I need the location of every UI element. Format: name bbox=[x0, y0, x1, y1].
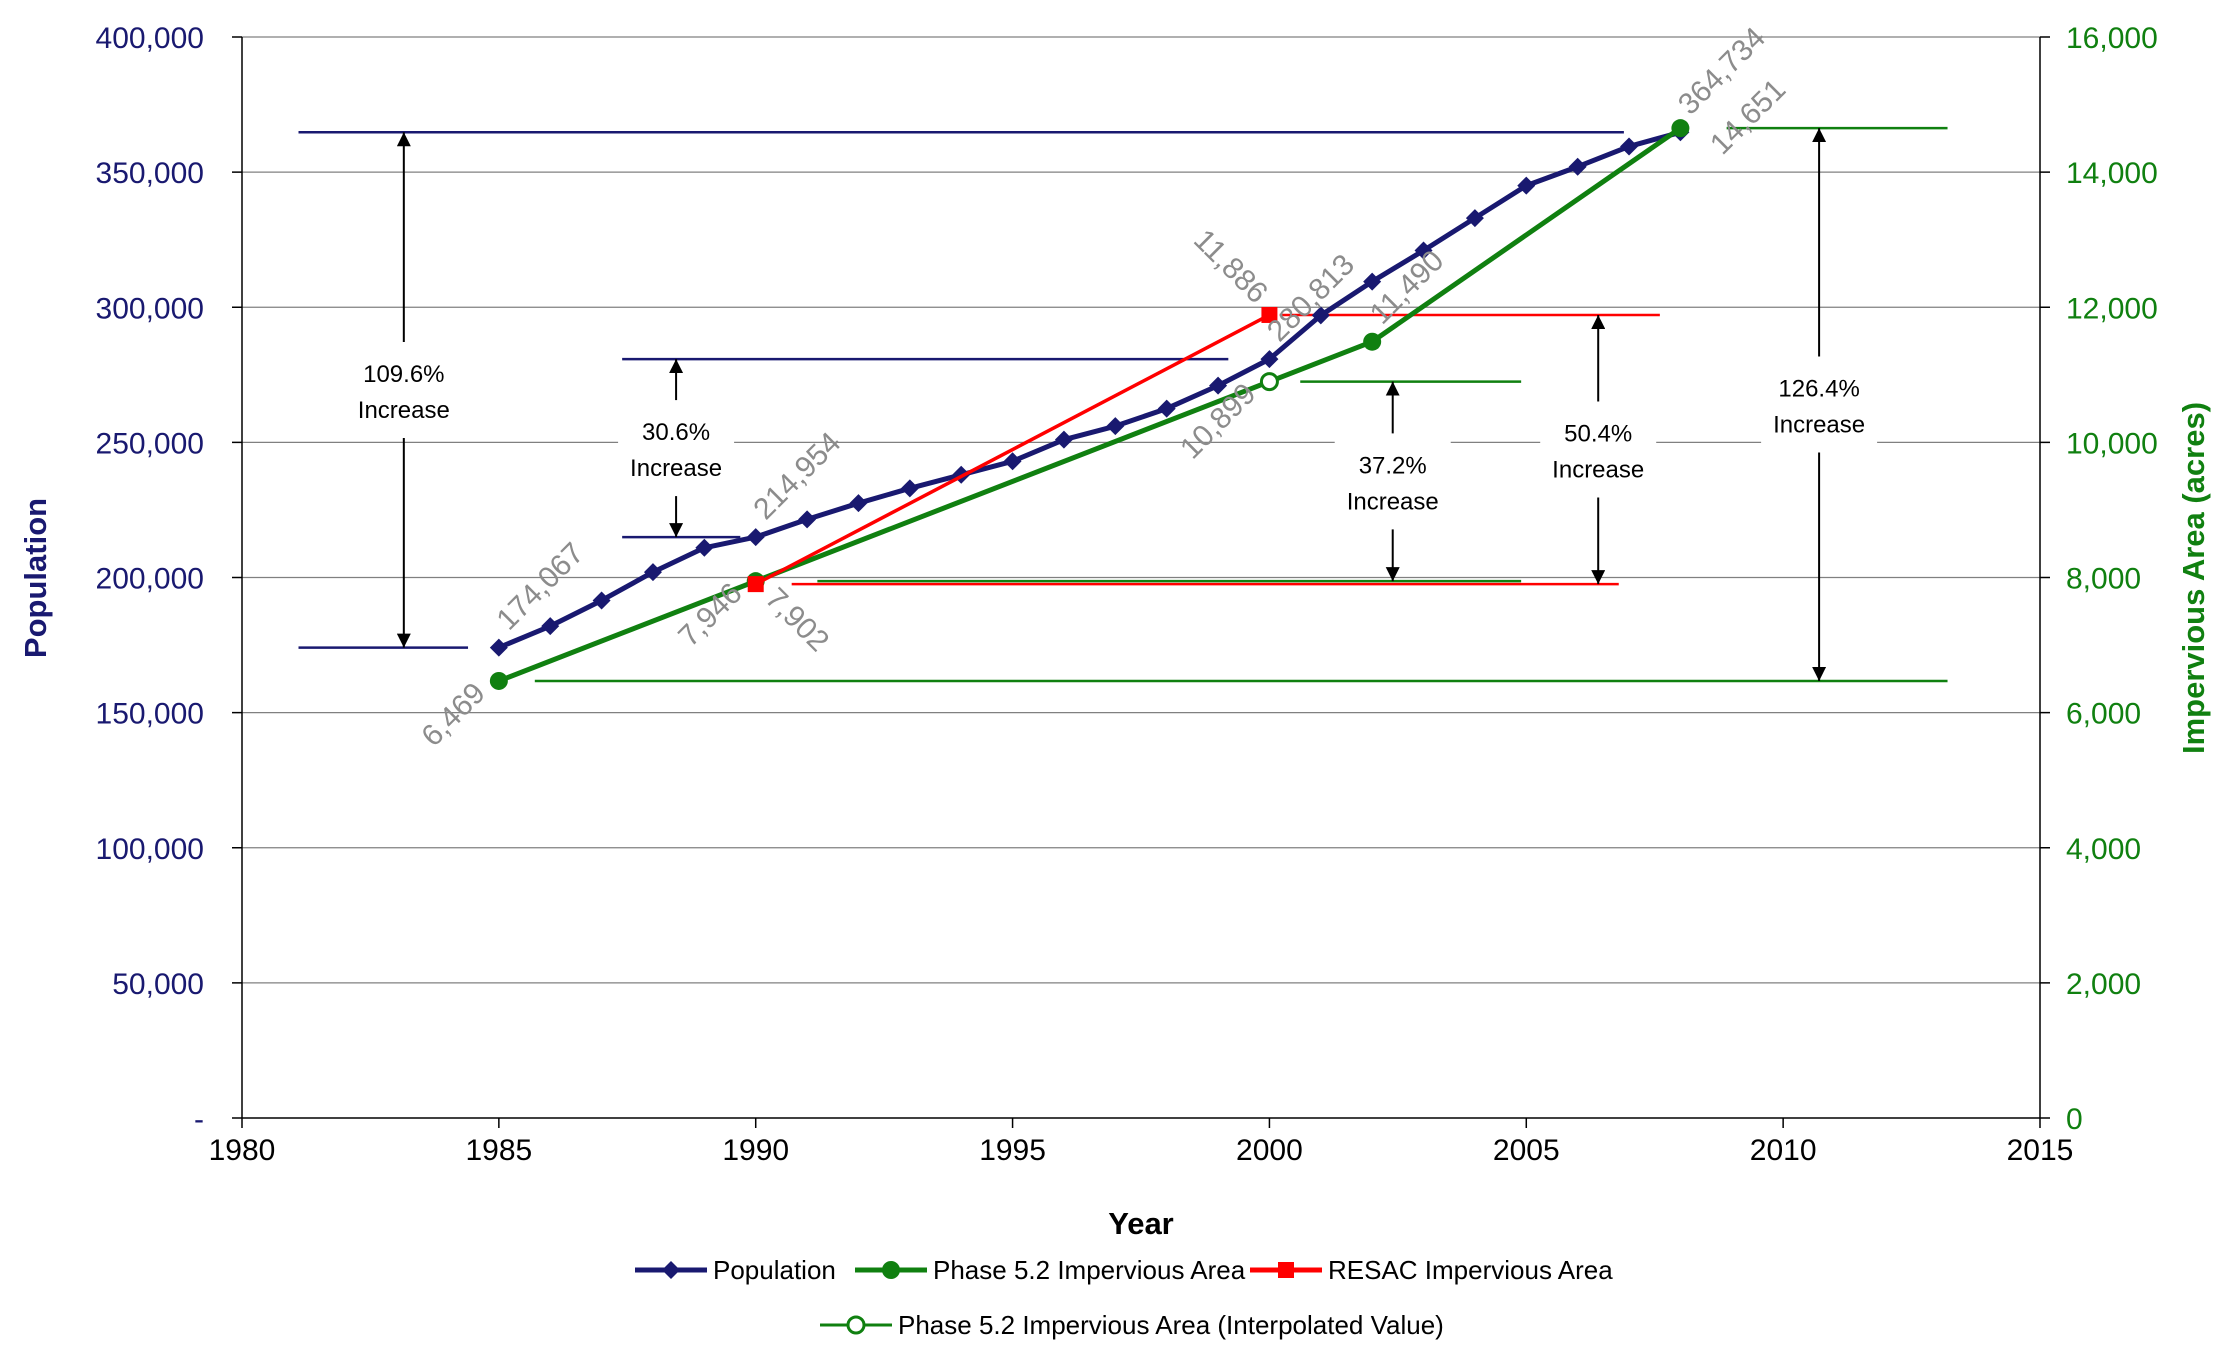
annotation-background bbox=[1334, 437, 1451, 524]
population-point bbox=[1003, 452, 1022, 471]
annotation-percent: 109.6% bbox=[363, 361, 444, 388]
left-tick-label: 400,000 bbox=[96, 22, 204, 55]
annotation-label: Increase bbox=[358, 397, 450, 424]
data-label: 174,067 bbox=[490, 537, 590, 637]
interpolated-point bbox=[1259, 372, 1279, 392]
data-label: 11,886 bbox=[1187, 223, 1274, 310]
annotation-percent: 50.4% bbox=[1564, 421, 1632, 448]
population-point bbox=[1568, 157, 1587, 176]
population-point bbox=[1620, 137, 1639, 156]
legend-marker-diamond bbox=[662, 1261, 680, 1279]
x-tick-label: 2005 bbox=[1493, 1134, 1560, 1167]
left-tick-label: 300,000 bbox=[96, 292, 204, 325]
x-axis-title: Year bbox=[1108, 1206, 1174, 1241]
phase-5-2-point bbox=[489, 671, 508, 690]
left-tick-label: - bbox=[194, 1103, 204, 1136]
x-tick-label: 1980 bbox=[209, 1134, 276, 1167]
population-point bbox=[1465, 209, 1484, 228]
population-point bbox=[1054, 430, 1073, 449]
series-line-phase-5-2-impervious-area bbox=[497, 126, 1682, 684]
population-point bbox=[1517, 176, 1536, 195]
legend: Population Phase 5.2 Impervious Area RESAC… bbox=[635, 1255, 1613, 1340]
x-tick-label: 2010 bbox=[1750, 1134, 1817, 1167]
right-tick-label: 10,000 bbox=[2066, 427, 2158, 460]
annotation-percent: 126.4% bbox=[1778, 376, 1859, 403]
right-tick-label: 8,000 bbox=[2066, 563, 2141, 596]
x-tick-label: 1985 bbox=[465, 1134, 532, 1167]
x-tick-label: 1990 bbox=[722, 1134, 789, 1167]
right-axis-title: Impervious Area (acres) bbox=[2176, 402, 2211, 754]
x-tick-label: 1995 bbox=[979, 1134, 1046, 1167]
increase-annotations: 109.6% Increase 30.6% Increase 37.2% Increase… bbox=[298, 126, 1948, 683]
annotation-background bbox=[345, 345, 462, 432]
annotation-background bbox=[618, 404, 735, 491]
population-point bbox=[695, 538, 714, 557]
left-tick-label: 100,000 bbox=[96, 833, 204, 866]
right-tick-label: 14,000 bbox=[2066, 157, 2158, 190]
x-tick-label: 2015 bbox=[2007, 1134, 2074, 1167]
left-axis-title: Population bbox=[18, 498, 53, 658]
annotation-label: Increase bbox=[1773, 412, 1865, 439]
axes: - 50,000 100,000 150,000 200,000 250,000 300,0… bbox=[96, 22, 2158, 1167]
axis-text: Year Population Impervious Area (acres) bbox=[18, 402, 2211, 1241]
left-tick-label: 350,000 bbox=[96, 157, 204, 190]
data-label: 7,902 bbox=[759, 582, 835, 658]
population-point bbox=[592, 591, 611, 610]
phase-5-2-point bbox=[1363, 332, 1382, 351]
legend-label: Phase 5.2 Impervious Area bbox=[933, 1255, 1246, 1285]
annotation-percent: 30.6% bbox=[642, 419, 710, 446]
right-tick-label: 0 bbox=[2066, 1103, 2083, 1136]
resac-point bbox=[747, 576, 764, 593]
legend-marker-open-circle bbox=[846, 1315, 866, 1335]
annotation-background bbox=[1540, 405, 1657, 492]
left-tick-label: 50,000 bbox=[112, 968, 204, 1001]
legend-marker-square bbox=[1278, 1262, 1294, 1278]
annotation-background bbox=[1761, 360, 1878, 447]
right-tick-label: 4,000 bbox=[2066, 833, 2141, 866]
legend-label: Population bbox=[713, 1255, 836, 1285]
population-point bbox=[900, 479, 919, 498]
legend-marker-circle bbox=[882, 1261, 900, 1279]
population-point bbox=[1311, 306, 1330, 325]
population-point bbox=[1209, 376, 1228, 395]
series-lines bbox=[489, 119, 1690, 690]
x-tick-label: 2000 bbox=[1236, 1134, 1303, 1167]
legend-label: Phase 5.2 Impervious Area (Interpolated … bbox=[898, 1310, 1444, 1340]
annotation-label: Increase bbox=[630, 455, 722, 482]
legend-label: RESAC Impervious Area bbox=[1328, 1255, 1613, 1285]
left-tick-label: 200,000 bbox=[96, 563, 204, 596]
population-point bbox=[541, 617, 560, 636]
population-point bbox=[798, 510, 817, 529]
population-point bbox=[1363, 272, 1382, 291]
population-point bbox=[1157, 399, 1176, 418]
phase-5-2-point bbox=[1671, 119, 1690, 138]
right-tick-label: 16,000 bbox=[2066, 22, 2158, 55]
series-line-resac-impervious-area bbox=[754, 313, 1271, 586]
series-line-population bbox=[497, 129, 1682, 650]
annotation-label: Increase bbox=[1347, 488, 1439, 515]
population-point bbox=[1106, 417, 1125, 436]
population-point bbox=[746, 528, 765, 547]
annotation-label: Increase bbox=[1552, 457, 1644, 484]
population-point bbox=[849, 494, 868, 513]
population-point bbox=[1260, 350, 1279, 369]
right-tick-label: 12,000 bbox=[2066, 292, 2158, 325]
left-tick-label: 150,000 bbox=[96, 698, 204, 731]
population-point bbox=[1414, 241, 1433, 260]
annotation-percent: 37.2% bbox=[1359, 452, 1427, 479]
left-tick-label: 250,000 bbox=[96, 427, 204, 460]
population-point bbox=[489, 638, 508, 657]
right-tick-label: 6,000 bbox=[2066, 698, 2141, 731]
resac-point bbox=[1261, 306, 1278, 323]
gridlines bbox=[242, 36, 2040, 984]
population-point bbox=[643, 563, 662, 582]
right-tick-label: 2,000 bbox=[2066, 968, 2141, 1001]
data-label: 6,469 bbox=[415, 677, 491, 753]
